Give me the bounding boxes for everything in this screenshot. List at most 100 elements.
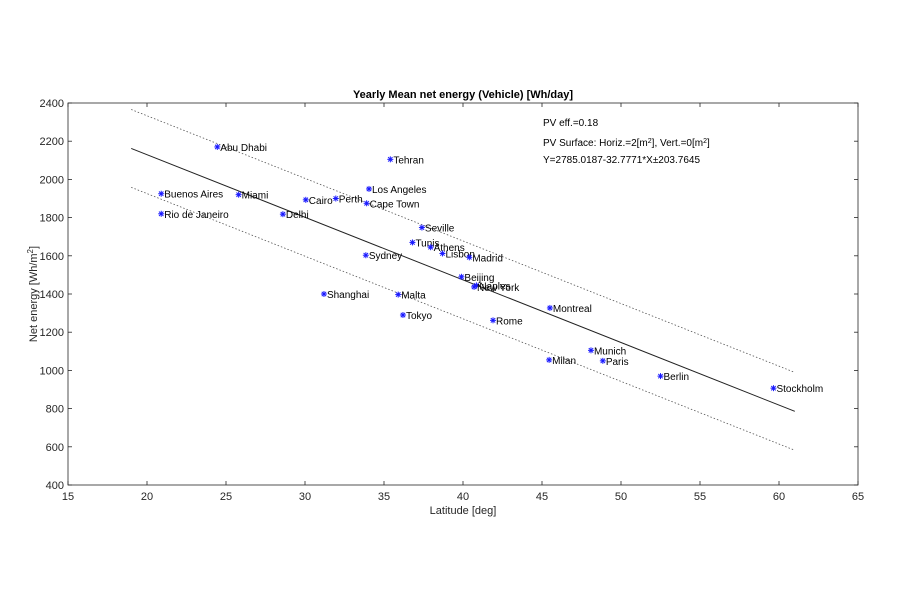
point-marker-stroke [364, 200, 370, 206]
data-point: Malta [395, 291, 426, 302]
data-point: Paris [599, 357, 629, 368]
point-label: Tokyo [406, 311, 433, 322]
data-point: Athens [427, 243, 465, 254]
point-marker-stroke [387, 156, 393, 162]
point-label: Abu Dhabi [220, 143, 267, 154]
y-tick-label: 2000 [40, 174, 64, 186]
annotation-pv-surface-b: ], Vert.=0[m [652, 138, 703, 149]
data-point: Sydney [362, 251, 402, 262]
data-point: Buenos Aires [158, 190, 223, 201]
point-label: Berlin [664, 372, 690, 383]
point-label: Miami [242, 191, 269, 202]
y-tick-label: 400 [46, 480, 64, 492]
point-marker-stroke [363, 252, 369, 258]
x-tick-label: 50 [615, 491, 627, 503]
x-tick-label: 35 [378, 491, 390, 503]
annotation-pv-surface-a: PV Surface: Horiz.=2[m [543, 138, 648, 149]
annotation-fit-equation: Y=2785.0187-32.7771*X±203.7645 [543, 155, 700, 166]
point-label: Naples [479, 281, 510, 292]
data-point: Beijing [458, 273, 494, 284]
data-point: New York [471, 283, 520, 294]
point-label: Shanghai [327, 290, 369, 301]
point-label: Milan [552, 356, 576, 367]
point-label: Stockholm [776, 384, 823, 395]
x-tick-label: 55 [694, 491, 706, 503]
point-label: Los Angeles [372, 185, 427, 196]
x-tick-label: 45 [536, 491, 548, 503]
x-tick-label: 65 [852, 491, 864, 503]
y-tick-label: 2400 [40, 98, 64, 110]
x-tick-label: 60 [773, 491, 785, 503]
point-marker-stroke [546, 357, 552, 363]
data-point: Montreal [546, 304, 592, 315]
chart-title: Yearly Mean net energy (Vehicle) [Wh/day… [353, 89, 573, 101]
data-point: Berlin [657, 372, 690, 383]
point-marker-stroke [600, 358, 606, 364]
y-axis-label: Net energy [Wh/m2] [26, 246, 41, 342]
x-tick-label: 30 [299, 491, 311, 503]
data-points: Abu Dhabi Tehran Buenos Aires Miami Los Ange… [158, 143, 823, 395]
point-label: Malta [401, 291, 426, 302]
point-label: Paris [606, 357, 629, 368]
point-label: Perth [339, 195, 363, 206]
point-marker-stroke [236, 192, 242, 198]
data-point: Madrid [466, 253, 503, 264]
point-label: Tehran [393, 155, 424, 166]
point-marker-stroke [409, 239, 415, 245]
annotation-pv-eff: PV eff.=0.18 [543, 118, 599, 129]
y-axis-label-sup: 2 [26, 248, 35, 253]
y-tick-label: 1200 [40, 327, 64, 339]
point-label: Munich [594, 346, 626, 357]
data-point: Milan [546, 356, 576, 367]
point-label: Delhi [286, 210, 309, 221]
data-point: Delhi [279, 210, 309, 221]
data-point: Tehran [387, 155, 424, 166]
data-point: Rome [490, 316, 523, 327]
point-label: Rome [496, 316, 523, 327]
point-marker-stroke [428, 244, 434, 250]
point-label: Madrid [472, 253, 503, 264]
x-tick-label: 25 [220, 491, 232, 503]
point-marker-stroke [366, 186, 372, 192]
point-marker-stroke [588, 347, 594, 353]
point-marker-stroke [770, 385, 777, 391]
data-point: Shanghai [320, 290, 369, 301]
data-point: Rio de Janeiro [158, 210, 229, 221]
point-label: New York [477, 283, 520, 294]
point-label: Montreal [553, 304, 592, 315]
point-marker-stroke [214, 144, 220, 150]
point-marker-stroke [458, 274, 464, 280]
y-axis-label-main: Net energy [Wh/m [28, 253, 40, 342]
y-tick-label: 1800 [40, 213, 64, 225]
data-point: Los Angeles [365, 185, 427, 196]
y-axis: 400 600 800 1000 1200 1400 1600 1800 2000 2200 240… [40, 98, 858, 492]
point-marker-stroke [303, 197, 309, 203]
point-label: Rio de Janeiro [164, 210, 229, 221]
point-marker-stroke [490, 317, 496, 323]
plot-area [67, 102, 859, 486]
point-marker-stroke [547, 305, 553, 311]
data-point: Tokyo [399, 311, 433, 322]
data-point: Cape Town [363, 199, 419, 210]
data-point: Perth [332, 195, 363, 206]
data-point: Tunis [409, 238, 440, 249]
point-label: Lisbon [445, 250, 474, 261]
point-label: Tunis [415, 238, 439, 249]
annotation-pv-surface-sup1: 2 [648, 138, 652, 145]
data-point: Miami [235, 191, 269, 202]
point-marker-stroke [471, 284, 477, 290]
fit-lines [131, 109, 795, 451]
data-point: Stockholm [770, 384, 823, 395]
point-label: Beijing [464, 273, 494, 284]
annotation-pv-surface: PV Surface: Horiz.=2[m2], Vert.=0[m2] [543, 138, 710, 150]
point-marker-stroke [439, 250, 446, 257]
x-tick-label: 40 [457, 491, 469, 503]
y-tick-label: 1600 [40, 251, 64, 263]
y-tick-label: 1400 [40, 289, 64, 301]
point-marker-stroke [158, 191, 164, 197]
y-tick-label: 800 [46, 404, 64, 416]
point-marker-stroke [280, 211, 286, 217]
data-point: Munich [587, 346, 626, 357]
y-tick-label: 600 [46, 442, 64, 454]
